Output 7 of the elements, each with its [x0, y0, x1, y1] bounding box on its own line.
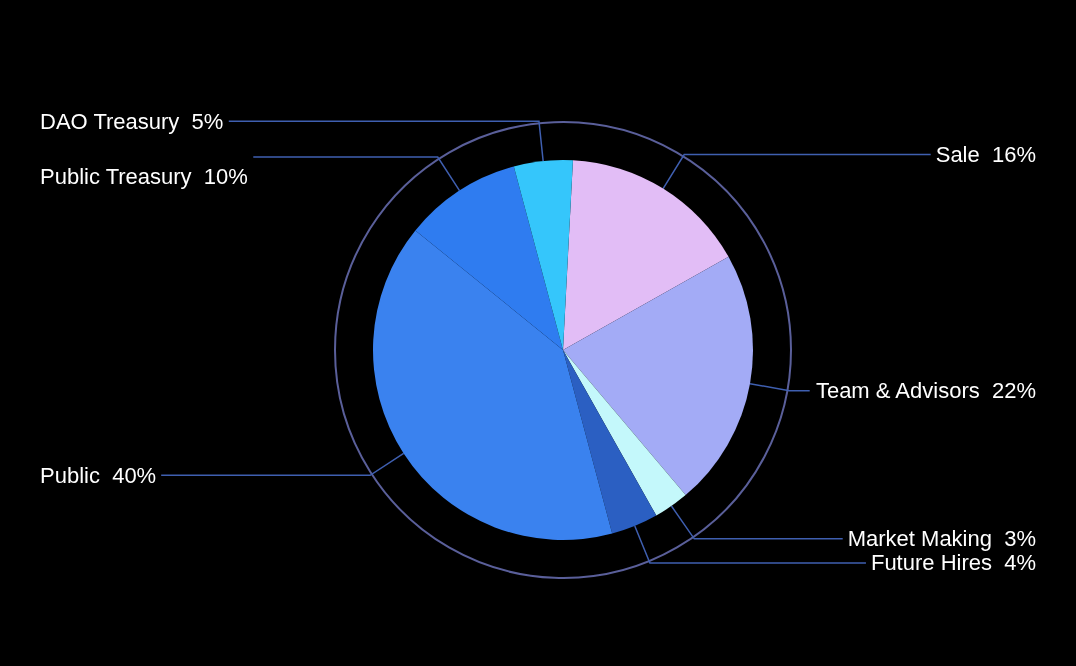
slice-label: Team & Advisors 22%	[815, 378, 1036, 404]
slice-label: DAO Treasury 5%	[40, 108, 224, 134]
slice-label: Public 40%	[40, 462, 157, 488]
slice-label: Sale 16%	[935, 142, 1036, 168]
slice-label: Market Making 3%	[847, 526, 1036, 552]
slice-label: Future Hires 4%	[870, 550, 1036, 576]
slice-label: Public Treasury 10%	[40, 164, 248, 190]
